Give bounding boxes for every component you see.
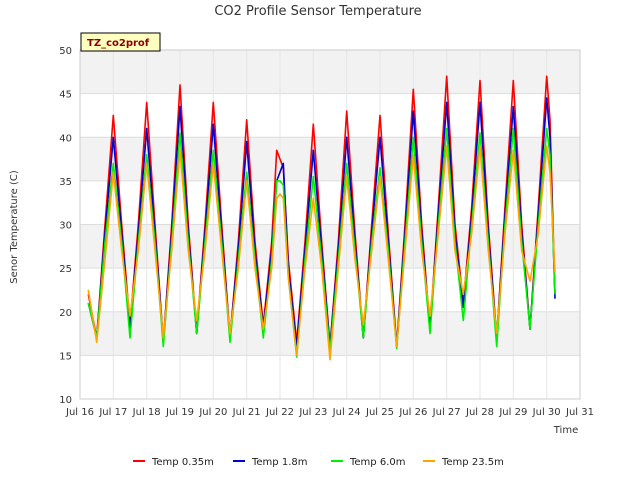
y-axis-label: Senor Temperature (C): [9, 170, 20, 284]
legend-item: Temp 0.35m: [133, 457, 214, 468]
x-tick-label: Jul 19: [165, 407, 194, 418]
x-tick-label: Jul 18: [132, 407, 161, 418]
legend-label: Temp 6.0m: [349, 457, 405, 468]
y-tick-label: 40: [59, 133, 72, 144]
y-tick-label: 35: [59, 177, 72, 188]
y-tick-label: 30: [59, 221, 72, 232]
legend-item: Temp 23.5m: [423, 457, 504, 468]
x-tick-label: Jul 16: [65, 407, 94, 418]
y-tick-label: 20: [59, 308, 72, 319]
x-tick-label: Jul 24: [332, 407, 361, 418]
legend-label: Temp 23.5m: [441, 457, 504, 468]
site-badge-box: [80, 32, 161, 52]
series-lines: [87, 75, 556, 361]
y-tick-label: 15: [59, 351, 72, 362]
chart-title: CO2 Profile Sensor Temperature: [214, 4, 421, 19]
x-tick-label: Jul 20: [198, 407, 227, 418]
x-tick-label: Jul 26: [398, 407, 427, 418]
x-tick-label: Jul 28: [465, 407, 494, 418]
y-tick-label: 45: [59, 90, 72, 101]
legend-item: Temp 6.0m: [331, 457, 405, 468]
series-line-temp-23-5m: [87, 145, 556, 361]
site-badge-text: TZ_co2prof: [87, 38, 150, 49]
y-tick-labels: 10 15 20 25 30 35 40 45 50: [59, 46, 72, 406]
legend-item: Temp 1.8m: [233, 457, 307, 468]
x-tick-label: Jul 27: [432, 407, 461, 418]
legend-label: Temp 1.8m: [251, 457, 307, 468]
x-tick-label: Jul 17: [98, 407, 127, 418]
y-tick-label: 10: [59, 395, 72, 406]
site-badge: TZ_co2prof: [80, 32, 161, 52]
plot-frame: [79, 49, 581, 400]
plot-band: [80, 224, 580, 269]
plot-band: [80, 50, 580, 94]
x-tick-label: Jul 22: [265, 407, 294, 418]
x-tick-label: Jul 21: [232, 407, 261, 418]
x-tick-label: Jul 23: [298, 407, 327, 418]
x-tick-label: Jul 29: [498, 407, 527, 418]
x-tick-labels: Jul 16 Jul 17 Jul 18 Jul 19 Jul 20 Jul 21 Jul …: [65, 407, 594, 418]
legend: Temp 0.35m Temp 1.8m Temp 6.0m Temp 23.5m: [133, 457, 504, 468]
plot-band: [80, 137, 580, 181]
y-tick-label: 25: [59, 264, 72, 275]
legend-label: Temp 0.35m: [151, 457, 214, 468]
x-tick-label: Jul 25: [365, 407, 394, 418]
x-tick-label: Jul 31: [565, 407, 594, 418]
x-axis-label: Time: [553, 425, 578, 436]
x-tick-label: Jul 30: [532, 407, 561, 418]
y-tick-label: 50: [59, 46, 72, 57]
